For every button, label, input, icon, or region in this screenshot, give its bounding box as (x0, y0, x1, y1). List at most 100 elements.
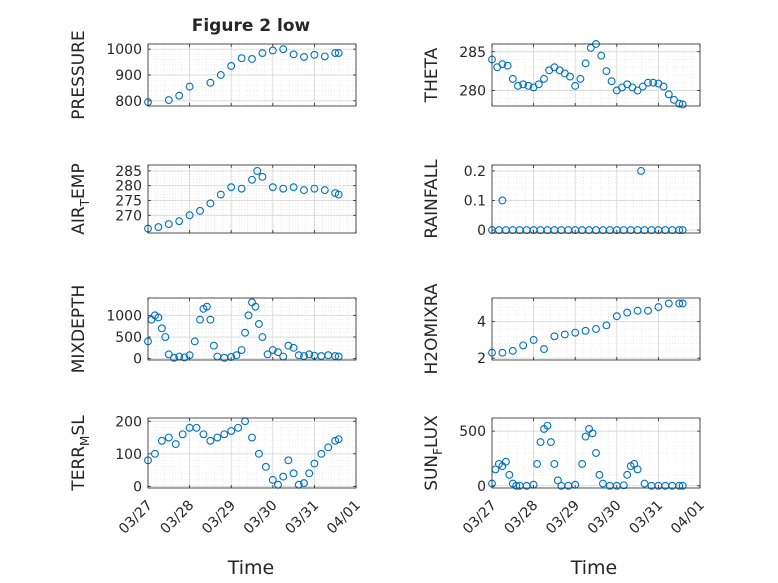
data-point (164, 220, 173, 229)
plot-area (492, 165, 700, 233)
data-point (536, 438, 545, 447)
data-point (514, 81, 522, 90)
data-point (640, 479, 649, 488)
data-point (505, 470, 514, 479)
data-point (524, 81, 533, 90)
data-point (209, 341, 218, 350)
y-tick-label: 0.2 (464, 164, 486, 180)
y-tick-label: 200 (115, 414, 142, 430)
y-tick-label: 0 (477, 223, 486, 239)
data-point (289, 50, 298, 59)
data-point (664, 90, 673, 99)
y-axis-label-subscript: T (78, 198, 92, 207)
y-tick-label: 0.1 (464, 193, 486, 209)
data-point (607, 77, 616, 86)
data-point (175, 217, 184, 226)
data-point (213, 433, 222, 442)
data-point (630, 459, 639, 468)
data-point (164, 96, 173, 105)
data-point (279, 184, 288, 193)
subplot-theta: 280 285 THETA (422, 40, 701, 109)
data-point (334, 49, 343, 57)
y-axis-label-part: LUX (422, 415, 442, 448)
subplot-mixdepth: 0 500 1000 MIXDEPTH (69, 285, 357, 373)
y-tick-label: 4 (477, 315, 486, 331)
plot-area (492, 418, 700, 488)
data-point (519, 80, 528, 89)
data-point (254, 449, 263, 458)
data-point (171, 440, 180, 448)
y-axis-label-subscript: M (78, 436, 92, 446)
data-point (178, 430, 187, 439)
data-point (164, 433, 173, 442)
y-tick-label: 2 (477, 351, 486, 367)
y-tick-label: 0 (133, 479, 142, 495)
data-point (300, 479, 308, 488)
data-point (216, 190, 225, 199)
data-point (597, 51, 606, 60)
y-axis-label-part: TERR (69, 446, 89, 492)
data-point (196, 315, 204, 324)
x-axis-label-left: Time (227, 557, 275, 579)
data-point (534, 80, 543, 89)
y-axis-label: SUNFLUX (422, 415, 445, 491)
data-point (560, 330, 569, 339)
subplot-rainfall: 0 0.1 0.2 RAINFALL (422, 159, 701, 239)
y-axis-label-subscript: F (431, 448, 445, 455)
axes-box (491, 164, 701, 234)
data-point (633, 306, 642, 315)
axes-box (147, 417, 357, 489)
y-tick-label: 285 (459, 45, 486, 61)
data-point (202, 302, 211, 311)
data-point (519, 341, 528, 350)
data-point (675, 99, 684, 108)
data-point (529, 335, 538, 344)
y-tick-label: 500 (115, 330, 142, 346)
data-point (248, 175, 256, 184)
data-point (180, 353, 189, 362)
data-point (644, 306, 652, 315)
data-point (170, 353, 178, 362)
data-point (196, 206, 204, 215)
data-point (675, 226, 684, 234)
data-point (190, 337, 199, 346)
data-point (623, 308, 632, 317)
axes-box (147, 164, 357, 234)
data-point (289, 343, 298, 352)
data-point (578, 459, 587, 468)
plot-area (492, 298, 700, 360)
y-tick-label: 500 (459, 424, 486, 440)
data-point (317, 449, 326, 458)
data-point (644, 78, 652, 87)
data-point (331, 189, 340, 198)
data-point (612, 312, 621, 321)
subplot-h2omixra: 2 4 H2OMIXRA (422, 283, 701, 375)
y-tick-label: 0 (477, 479, 486, 495)
data-point (331, 49, 340, 57)
data-point (334, 435, 343, 444)
data-point (602, 321, 611, 330)
data-point (237, 184, 246, 193)
y-axis-label-part: SUN (422, 455, 442, 491)
y-axis-label-part: AIR (69, 206, 89, 235)
data-point (237, 346, 246, 354)
data-point (279, 45, 288, 54)
data-point (324, 443, 333, 452)
data-point (566, 72, 574, 81)
data-point (675, 481, 684, 490)
data-point (154, 313, 163, 322)
y-axis-label: THETA (422, 47, 442, 103)
data-point (237, 54, 246, 63)
y-tick-label: 285 (115, 164, 142, 180)
data-point (227, 427, 236, 435)
data-point (258, 49, 267, 57)
data-point (248, 55, 256, 63)
data-point (320, 186, 329, 195)
data-point (268, 475, 277, 484)
data-point (553, 476, 562, 485)
data-point (508, 74, 517, 83)
data-point (571, 328, 580, 337)
data-point (274, 348, 282, 357)
